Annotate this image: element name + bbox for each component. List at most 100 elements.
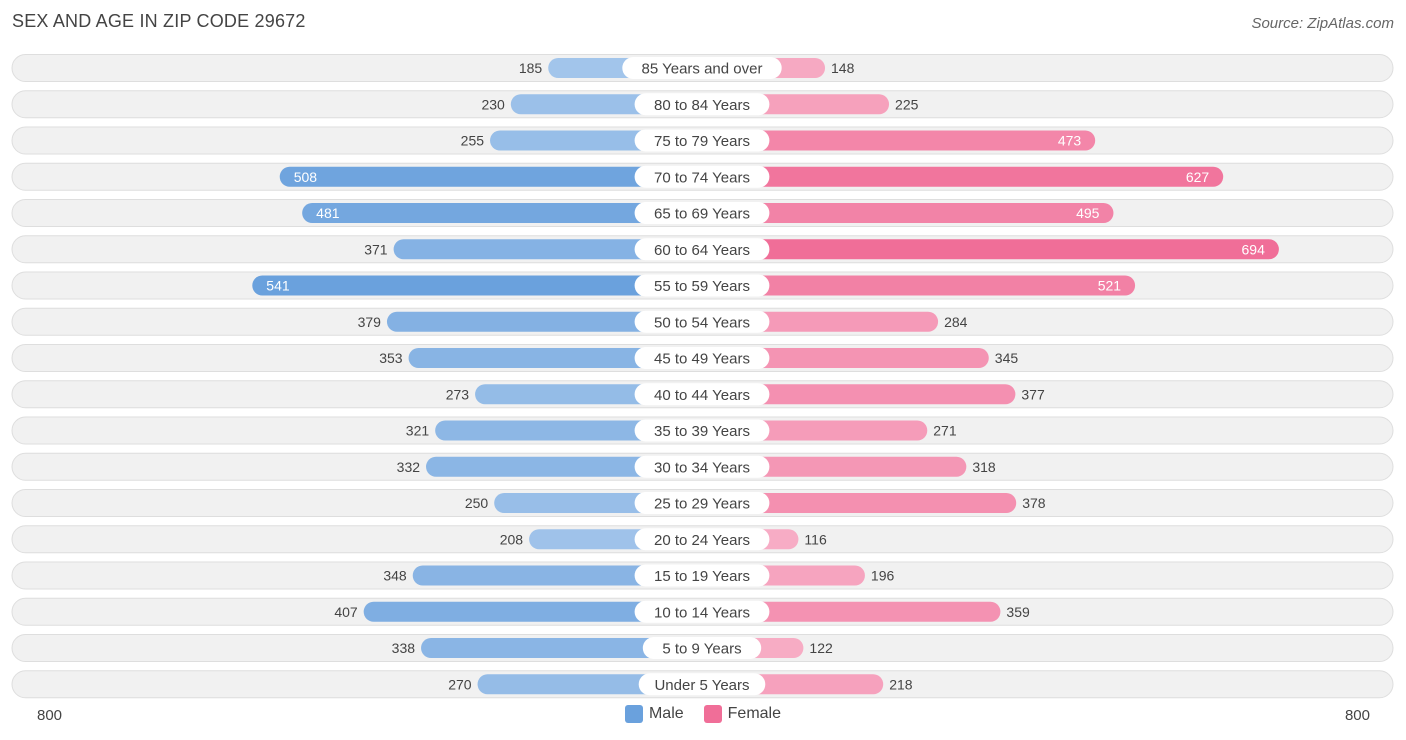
legend-label-female: Female [727,705,782,722]
legend: Male Female [0,705,1406,723]
category-pill [634,492,770,514]
bar-female [702,239,1279,260]
category-pill [634,564,770,587]
category-label: 5 to 9 Years [662,641,741,658]
value-label-male: 348 [383,568,407,584]
value-label-male: 185 [519,60,543,76]
value-label-female: 473 [1058,133,1082,149]
value-label-female: 694 [1242,241,1266,257]
category-label: 20 to 24 Years [654,532,750,549]
bar-male [252,275,702,296]
category-pill [634,347,770,369]
value-label-female: 377 [1021,386,1045,402]
value-label-male: 371 [364,241,388,257]
value-label-male: 273 [446,386,470,402]
value-label-male: 481 [316,205,340,221]
value-label-female: 359 [1006,604,1030,620]
category-pill [634,93,770,116]
bar-male [279,166,702,187]
value-label-female: 148 [831,60,855,76]
value-label-male: 250 [465,495,489,511]
source-credit: Source: ZipAtlas.com [1251,15,1394,32]
value-label-female: 271 [933,423,957,439]
category-pill [638,673,766,696]
category-label: 35 to 39 Years [654,423,750,440]
value-label-female: 318 [972,459,996,475]
category-label: 45 to 49 Years [654,351,750,368]
chart-title: SEX AND AGE IN ZIP CODE 29672 [12,11,306,31]
population-pyramid-chart: 185 148 85 Years and over 230 225 80 to 84 Ye… [11,54,1394,699]
category-pill [634,600,770,623]
legend-item-male[interactable]: Male [624,705,684,723]
value-label-male: 508 [294,169,318,185]
category-pill [634,129,770,152]
bar-male [386,311,702,332]
value-label-male: 321 [406,423,430,439]
value-label-female: 116 [804,531,827,547]
bar-female [702,275,1136,296]
bar-male [435,420,702,441]
bar-female [702,493,1017,513]
legend-swatch-female [703,705,722,723]
axis-label-left: 800 [37,707,63,724]
bar-female [702,384,1016,405]
category-pill [642,637,762,659]
legend-item-female[interactable]: Female [703,705,782,723]
value-label-male: 230 [481,96,505,112]
value-label-male: 407 [334,604,358,620]
value-label-male: 541 [266,278,290,294]
bar-male [421,638,702,658]
category-label: 30 to 34 Years [654,459,750,476]
value-label-female: 521 [1098,278,1122,294]
value-label-male: 270 [448,676,472,692]
value-label-female: 627 [1186,169,1210,185]
category-pill [622,57,782,79]
value-label-female: 345 [995,350,1019,366]
value-label-male: 379 [358,314,382,330]
bar-male [408,348,702,368]
value-label-male: 255 [461,133,485,149]
bar-male [363,601,702,622]
category-label: 85 Years and over [642,61,763,78]
category-pill [634,165,770,188]
value-label-male: 338 [392,640,416,656]
bar-male [426,456,702,477]
legend-swatch-male [624,705,643,723]
bar-female [702,601,1001,622]
value-label-female: 196 [871,568,895,584]
category-pill [634,274,770,297]
category-pill [634,310,770,333]
value-label-male: 353 [379,350,403,366]
axis-label-right: 800 [1344,707,1370,724]
category-pill [634,419,770,442]
value-label-male: 332 [397,459,421,475]
value-label-female: 495 [1076,205,1100,221]
category-label: 60 to 64 Years [654,242,750,259]
category-pill [634,528,770,551]
category-pill [634,238,770,261]
bar-female [702,166,1224,187]
bar-female [702,348,989,368]
bar-male [393,239,702,260]
category-pill [634,202,770,224]
category-pill [634,383,770,406]
category-label: 65 to 69 Years [654,206,750,223]
category-label: 10 to 14 Years [654,604,750,621]
bar-female [702,203,1114,223]
legend-label-male: Male [648,705,684,722]
value-label-male: 208 [500,531,524,547]
category-label: 50 to 54 Years [654,314,750,331]
category-label: 40 to 44 Years [654,387,750,404]
bar-female [702,130,1096,151]
value-label-female: 225 [895,96,919,112]
bar-male [302,203,702,223]
category-label: 15 to 19 Years [654,568,750,585]
category-label: 55 to 59 Years [654,278,750,295]
category-label: 25 to 29 Years [654,496,750,513]
value-label-female: 284 [944,314,968,330]
value-label-female: 122 [809,640,833,656]
category-label: 70 to 74 Years [654,169,750,186]
value-label-female: 218 [889,676,913,692]
category-pill [634,455,770,478]
category-label: 80 to 84 Years [654,97,750,114]
